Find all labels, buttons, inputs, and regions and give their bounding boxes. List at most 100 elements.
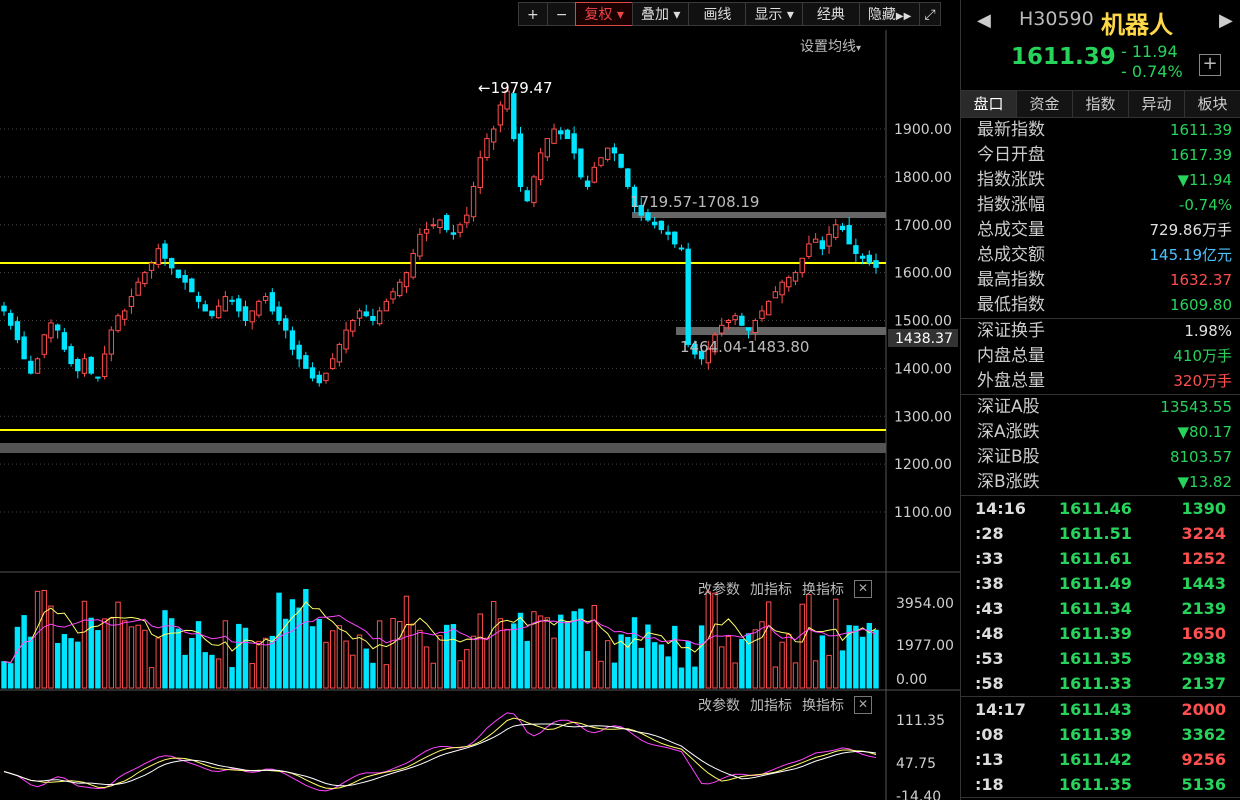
volume-bar xyxy=(256,640,262,689)
stock-code: H30590 xyxy=(1019,8,1094,30)
volume-bar xyxy=(819,635,826,689)
tab-movement[interactable]: 异动 xyxy=(1129,91,1185,117)
candle-body xyxy=(470,185,477,218)
candle-body xyxy=(410,252,416,278)
close-icon[interactable]: ✕ xyxy=(854,580,872,598)
draw-line-button[interactable]: 画线 xyxy=(688,2,747,26)
volume-bar xyxy=(752,629,758,689)
volume-bar xyxy=(591,605,597,689)
set-ma-button[interactable]: 设置均线▾ xyxy=(800,36,861,56)
adjust-rights-label: 复权 xyxy=(584,7,613,23)
display-button[interactable]: 显示 ▾ xyxy=(745,2,803,26)
expand-icon[interactable]: ⤢ xyxy=(919,2,941,26)
volume-bar xyxy=(665,656,671,689)
change-value: - 11.94 xyxy=(1121,42,1178,61)
volume-bar xyxy=(859,636,866,689)
display-label: 显示 xyxy=(754,7,783,23)
stat-row: 深B涨跌 ▼13.82 xyxy=(961,470,1240,495)
high-annotation: ←1979.47 xyxy=(478,79,553,97)
volume-bar xyxy=(215,658,222,689)
volume-bar xyxy=(511,623,517,689)
candle-body xyxy=(262,296,269,301)
zoom-in-button[interactable]: + xyxy=(518,2,548,26)
volume-bar xyxy=(175,628,182,689)
tab-pankou[interactable]: 盘口 xyxy=(961,91,1017,117)
stat-label: 深A涨跌 xyxy=(977,422,1040,442)
candle-body xyxy=(611,147,618,154)
hide-label: 隐藏 xyxy=(867,7,896,23)
classic-button[interactable]: 经典 xyxy=(801,2,860,26)
tick-list[interactable]: 14:16 1611.46 1390:28 1611.51 3224:33 1611.61… xyxy=(961,496,1240,798)
volume-bar xyxy=(437,635,443,689)
tab-index[interactable]: 指数 xyxy=(1073,91,1129,117)
tick-volume: 2139 xyxy=(1181,599,1226,618)
candle-body xyxy=(336,343,343,363)
volume-bar xyxy=(866,622,872,689)
prev-arrow-icon[interactable]: ◀ xyxy=(977,10,991,31)
zoom-out-button[interactable]: − xyxy=(546,2,577,26)
tick-price: 1611.39 xyxy=(1059,725,1132,744)
kline-chart[interactable]: 1900.00 1800.00 1700.00 1600.00 1500.00 1400.… xyxy=(0,0,960,800)
candle-body xyxy=(269,292,276,312)
add-indicator-button[interactable]: 加指标 xyxy=(750,582,792,598)
candle-body xyxy=(812,238,819,243)
add-indicator-button[interactable]: 加指标 xyxy=(750,698,792,714)
volume-bar xyxy=(604,640,611,689)
volume-bar xyxy=(336,625,343,689)
stat-value: ▼11.94 xyxy=(1177,171,1232,189)
candle-body xyxy=(41,334,47,355)
candle-body xyxy=(725,320,732,324)
candle-body xyxy=(618,153,624,168)
candle-body xyxy=(698,350,705,360)
oscillator-line xyxy=(3,717,877,790)
gap-band-bottom xyxy=(0,443,886,453)
switch-indicator-button[interactable]: 换指标 xyxy=(802,582,844,598)
next-arrow-icon[interactable]: ▶ xyxy=(1219,10,1233,31)
volume-bar xyxy=(444,624,450,689)
volume-bar xyxy=(309,626,316,689)
tick-time: :13 xyxy=(975,750,1004,769)
volume-bar xyxy=(370,662,376,689)
volume-bar xyxy=(658,644,665,689)
stat-label: 总成交量 xyxy=(977,220,1045,240)
tick-row: :48 1611.39 1650 xyxy=(961,621,1240,646)
stats-section: 最新指数 1611.39 今日开盘 1617.39 指数涨跌 ▼11.94 指数涨幅 -0.7… xyxy=(961,118,1240,319)
volume-ma-line xyxy=(3,614,877,664)
stat-row: 总成交额 145.19亿元 xyxy=(961,243,1240,268)
add-watchlist-icon[interactable]: + xyxy=(1199,54,1221,76)
adjust-rights-button[interactable]: 复权 ▾ xyxy=(575,2,633,26)
close-icon[interactable]: ✕ xyxy=(854,696,872,714)
candle-body xyxy=(504,90,510,110)
hide-button[interactable]: 隐藏▶▶ xyxy=(858,2,921,26)
candle-body xyxy=(584,180,591,187)
candle-body xyxy=(81,358,88,374)
stat-row: 最高指数 1632.37 xyxy=(961,268,1240,293)
tick-time: :33 xyxy=(975,549,1004,568)
volume-bar xyxy=(209,654,215,689)
candle-body xyxy=(853,245,859,254)
overlay-button[interactable]: 叠加 ▾ xyxy=(631,2,690,26)
volume-bar xyxy=(524,640,530,689)
edit-params-button[interactable]: 改参数 xyxy=(698,582,740,598)
stat-value: 8103.57 xyxy=(1169,448,1232,466)
tab-sector[interactable]: 板块 xyxy=(1185,91,1240,117)
volume-bar xyxy=(403,595,410,689)
volume-bar xyxy=(289,599,296,689)
candle-body xyxy=(631,186,638,207)
candle-body xyxy=(645,212,651,221)
tick-price: 1611.49 xyxy=(1059,574,1132,593)
stat-label: 深证A股 xyxy=(977,397,1040,417)
candle-body xyxy=(537,152,544,181)
candle-body xyxy=(839,225,846,231)
tick-section: 14:16 1611.46 1390:28 1611.51 3224:33 1611.61… xyxy=(961,496,1240,697)
gap-lower-label: 1464.04-1483.80 xyxy=(680,338,809,356)
volume-bar xyxy=(329,630,336,689)
edit-params-button[interactable]: 改参数 xyxy=(698,698,740,714)
volume-bar xyxy=(61,634,68,689)
tab-funds[interactable]: 资金 xyxy=(1017,91,1073,117)
kline-chart-panel[interactable]: 1900.00 1800.00 1700.00 1600.00 1500.00 1400.… xyxy=(0,0,960,800)
candle-body xyxy=(68,346,74,365)
stat-value: 1617.39 xyxy=(1169,146,1232,164)
switch-indicator-button[interactable]: 换指标 xyxy=(802,698,844,714)
volume-bar xyxy=(537,615,544,689)
